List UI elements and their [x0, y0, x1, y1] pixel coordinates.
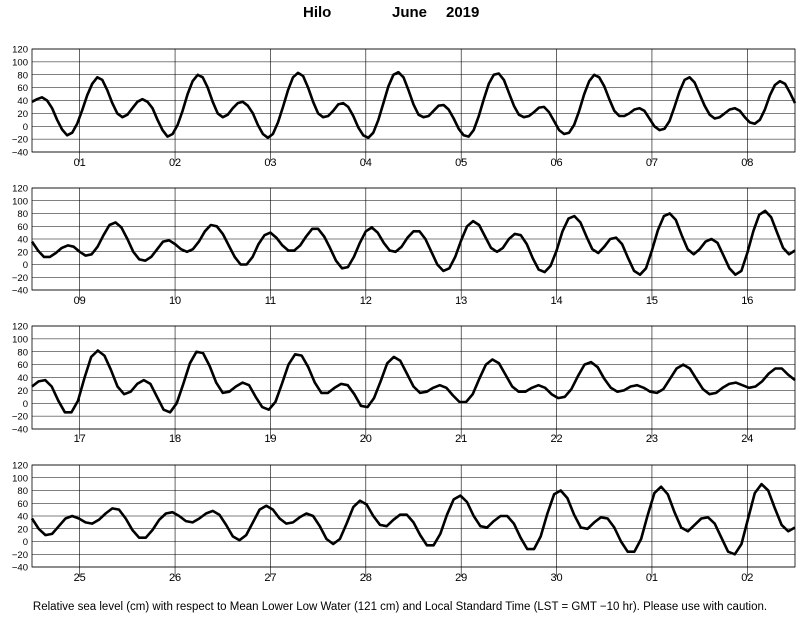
day-label: 03	[264, 157, 276, 169]
day-label: 06	[550, 157, 562, 169]
footer-note: Relative sea level (cm) with respect to …	[32, 601, 768, 613]
day-label: 14	[550, 295, 562, 307]
title-year: 2019	[446, 4, 480, 21]
chart-title: Hilo June 2019	[0, 4, 800, 26]
y-tick-label: 100	[12, 473, 28, 484]
y-tick-label: 40	[17, 512, 28, 523]
day-label: 27	[264, 572, 276, 584]
day-label: 05	[455, 157, 467, 169]
day-label: 21	[455, 433, 467, 445]
y-tick-label: 0	[23, 537, 28, 548]
y-tick-label: 60	[17, 83, 28, 94]
day-label: 04	[360, 157, 372, 169]
y-tick-label: 80	[17, 70, 28, 81]
day-label: 10	[169, 295, 181, 307]
day-label: 11	[265, 295, 276, 307]
y-tick-label: −40	[12, 148, 28, 159]
y-tick-label: 0	[23, 260, 28, 271]
y-tick-label: 60	[17, 360, 28, 371]
day-label: 07	[646, 157, 658, 169]
y-tick-label: 100	[12, 57, 28, 68]
day-label: 12	[360, 295, 372, 307]
day-label: 22	[550, 433, 562, 445]
y-tick-label: 80	[17, 347, 28, 358]
day-label: 01	[646, 572, 658, 584]
day-label: 08	[741, 157, 753, 169]
day-label: 24	[741, 433, 753, 445]
day-label: 25	[74, 572, 86, 584]
y-tick-label: 120	[12, 45, 28, 56]
y-tick-label: 100	[12, 196, 28, 207]
day-label: 01	[74, 157, 86, 169]
day-label: 02	[169, 157, 181, 169]
y-tick-label: 0	[23, 122, 28, 133]
y-tick-label: 0	[23, 399, 28, 410]
y-tick-label: 40	[17, 235, 28, 246]
y-tick-label: −20	[12, 273, 28, 284]
y-tick-label: 40	[17, 96, 28, 107]
day-label: 30	[550, 572, 562, 584]
day-label: 29	[455, 572, 467, 584]
y-tick-label: −40	[12, 563, 28, 574]
y-tick-label: −20	[12, 412, 28, 423]
y-tick-label: 20	[17, 109, 28, 120]
y-tick-label: 20	[17, 247, 28, 258]
station-name: Hilo	[303, 4, 332, 21]
y-tick-label: 20	[17, 386, 28, 397]
day-label: 19	[264, 433, 276, 445]
day-label: 23	[646, 433, 658, 445]
y-tick-label: 60	[17, 222, 28, 233]
y-tick-label: −40	[12, 286, 28, 297]
y-tick-label: −20	[12, 550, 28, 561]
tide-curve	[31, 349, 796, 414]
day-label: 17	[74, 433, 86, 445]
y-tick-label: 80	[17, 486, 28, 497]
y-tick-label: 40	[17, 373, 28, 384]
y-tick-label: −40	[12, 425, 28, 436]
day-label: 09	[74, 295, 86, 307]
y-tick-label: 120	[12, 322, 28, 333]
day-label: 16	[741, 295, 753, 307]
tide-curve	[30, 482, 796, 556]
y-tick-label: 120	[12, 461, 28, 472]
y-tick-label: −20	[12, 135, 28, 146]
day-label: 15	[646, 295, 658, 307]
y-tick-label: 100	[12, 334, 28, 345]
day-label: 28	[360, 572, 372, 584]
plot-frame	[31, 187, 796, 291]
title-month: June	[392, 4, 428, 21]
tide-curve	[31, 70, 797, 140]
day-label: 20	[360, 433, 372, 445]
tide-curve	[30, 209, 796, 276]
y-tick-label: 120	[12, 184, 28, 195]
day-label: 13	[455, 295, 467, 307]
day-label: 18	[169, 433, 181, 445]
day-label: 02	[741, 572, 753, 584]
plot-frame	[31, 464, 796, 568]
day-label: 26	[169, 572, 181, 584]
plot-frame	[31, 325, 796, 430]
y-tick-label: 60	[17, 499, 28, 510]
y-tick-label: 80	[17, 209, 28, 220]
y-tick-label: 20	[17, 524, 28, 535]
